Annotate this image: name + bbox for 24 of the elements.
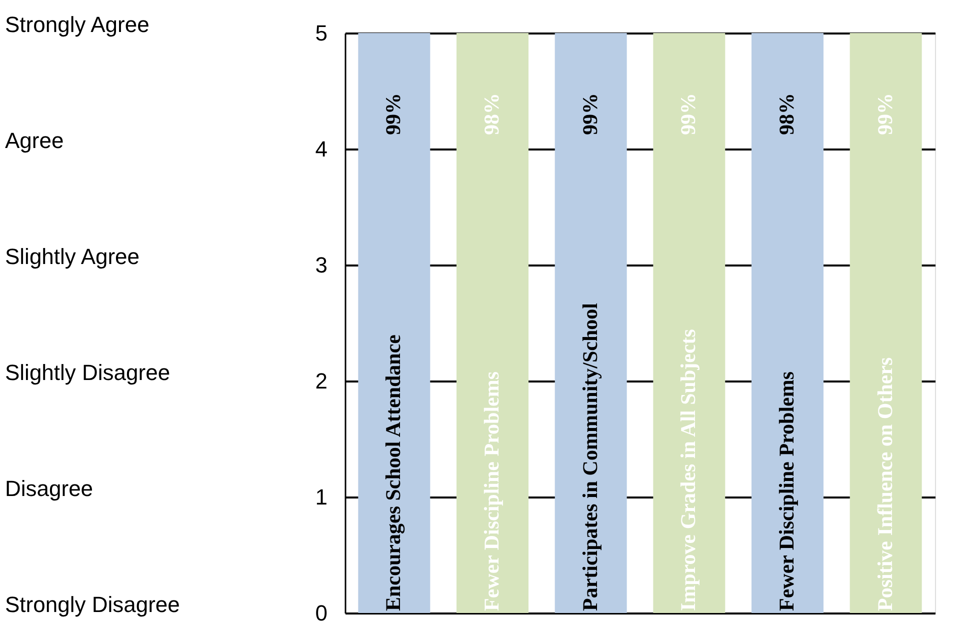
y-tick-label: 2 [315, 368, 328, 394]
annotation: 99% [381, 93, 406, 135]
y-tick-label: 4 [315, 136, 328, 162]
y-tick-label: 3 [315, 252, 328, 278]
x-tick-label: Fewer Discipline Problems [774, 371, 798, 611]
annotation: 99% [872, 93, 897, 135]
text: Agree [5, 128, 64, 153]
y-tick-label: 1 [315, 484, 328, 510]
text: Slightly Disagree [5, 360, 170, 385]
annotation: 98% [774, 93, 798, 135]
x-tick-label: Improve Grades in All Subjects [676, 329, 700, 611]
annotation: 99% [676, 93, 700, 135]
annotation: 98% [480, 93, 504, 135]
annotation: 99% [578, 93, 602, 135]
text: Strongly Agree [5, 12, 150, 37]
x-tick-label: Encourages School Attendance [381, 334, 406, 611]
x-tick-label: Positive Influence on Others [872, 357, 897, 611]
text: Strongly Disagree [5, 592, 180, 617]
x-tick-label: Participates in Community/School [578, 302, 602, 611]
y-tick-label: 5 [315, 20, 328, 46]
x-tick-label: Fewer Discipline Problems [480, 371, 504, 611]
y-tick-label: 0 [315, 600, 328, 623]
text: Slightly Agree [5, 244, 140, 269]
text: Disagree [5, 476, 94, 501]
